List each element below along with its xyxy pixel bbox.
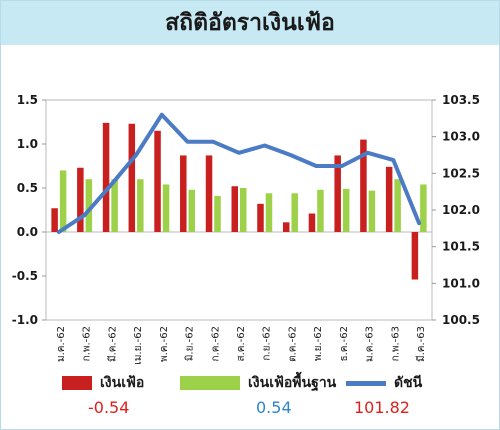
bar-inflation	[282, 222, 290, 232]
right-tick-label: 103.5	[442, 93, 480, 107]
left-tick-label: -1.0	[12, 313, 38, 327]
x-tick-label: ก.พ.-62	[82, 326, 93, 361]
x-tick-label: พ.ย.-62	[313, 326, 324, 361]
x-tick-label: ก.พ.-63	[390, 326, 401, 361]
bar-inflation	[257, 203, 264, 232]
bar-core-inflation	[291, 193, 298, 232]
bar-core-inflation	[214, 195, 221, 232]
legend-item-core-inflation: เงินเฟ้อพื้นฐาน	[180, 372, 336, 394]
legend-value-core-inflation: 0.54	[256, 398, 292, 417]
bar-inflation	[77, 167, 84, 232]
bar-core-inflation	[85, 179, 93, 232]
x-tick-label: มี.ค.-63	[415, 326, 427, 362]
bar-core-inflation	[240, 188, 247, 232]
bar-core-inflation	[394, 179, 401, 232]
bar-inflation	[154, 130, 161, 232]
bar-inflation	[205, 155, 213, 232]
left-tick-label: -0.5	[12, 269, 38, 283]
bar-inflation	[231, 186, 238, 232]
legend-label-core-inflation: เงินเฟ้อพื้นฐาน	[248, 375, 337, 391]
x-tick-label: เม.ย.-62	[133, 326, 144, 365]
line-index	[56, 112, 422, 234]
right-tick-label: 103.0	[442, 130, 480, 144]
bar-core-inflation	[137, 179, 144, 232]
x-tick-label: มี.ค.-62	[106, 326, 118, 362]
x-tick-label: ธ.ค.-62	[339, 326, 350, 361]
x-tick-label: ส.ค.-62	[236, 326, 247, 361]
right-tick-label: 102.5	[442, 166, 480, 180]
bar-core-inflation	[265, 193, 273, 232]
bar-core-inflation	[59, 170, 67, 232]
legend-label-index: ดัชนี	[394, 375, 423, 391]
bar-inflation	[385, 166, 393, 232]
title-bar: สถิติอัตราเงินเฟ้อ	[1, 1, 499, 45]
bar-core-inflation	[420, 184, 427, 232]
legend-value-inflation: -0.54	[88, 398, 130, 417]
right-tick-label: 101.0	[442, 276, 480, 290]
right-tick-label: 100.5	[442, 313, 480, 327]
bar-inflation	[128, 123, 136, 232]
legend-item-inflation: เงินเฟ้อ	[62, 372, 144, 394]
legend-value-index: 101.82	[354, 398, 410, 417]
bar-inflation	[360, 139, 367, 232]
right-tick-label: 102.0	[442, 203, 480, 217]
x-tick-label: ม.ค.-63	[365, 326, 376, 362]
bar-core-inflation	[162, 184, 170, 232]
bar-inflation	[51, 208, 58, 232]
x-tick-label: มิ.ย.-62	[185, 326, 196, 361]
chart-canvas: 1.5 1.0 0.5 0.0 -0.5 -1.0 103.5 103.0 102.5 102.0…	[12, 93, 480, 365]
chart-title: สถิติอัตราเงินเฟ้อ	[165, 10, 335, 36]
x-tick-label: ต.ค.-62	[287, 326, 298, 362]
bar-inflation	[334, 155, 341, 232]
bar-inflation	[308, 213, 316, 232]
bar-core-inflation	[111, 179, 118, 232]
left-tick-label: 1.5	[17, 93, 38, 107]
left-tick-label: 0.5	[17, 181, 38, 195]
left-tick-label: 0.0	[17, 225, 38, 239]
bar-core-inflation	[368, 190, 376, 232]
x-tick-label: ม.ค.-62	[56, 326, 67, 362]
bar-core-inflation	[188, 189, 196, 232]
x-tick-label: พ.ค.-62	[159, 326, 170, 362]
x-tick-label: ก.ค.-62	[210, 326, 221, 361]
x-tick-label: ก.ย.-62	[262, 326, 273, 361]
bar-core-inflation	[317, 189, 324, 232]
legend-swatch-core-inflation	[180, 376, 240, 390]
bar-inflation	[411, 232, 419, 280]
bar-inflation	[102, 122, 110, 232]
legend-swatch-inflation	[62, 376, 92, 390]
legend-swatch-index	[346, 380, 386, 386]
legend-label-inflation: เงินเฟ้อ	[100, 375, 145, 391]
left-tick-label: 1.0	[17, 137, 38, 151]
right-tick-label: 101.5	[442, 240, 480, 254]
bar-inflation	[180, 155, 187, 232]
legend-item-index: ดัชนี	[346, 372, 422, 394]
bar-core-inflation	[342, 188, 350, 232]
